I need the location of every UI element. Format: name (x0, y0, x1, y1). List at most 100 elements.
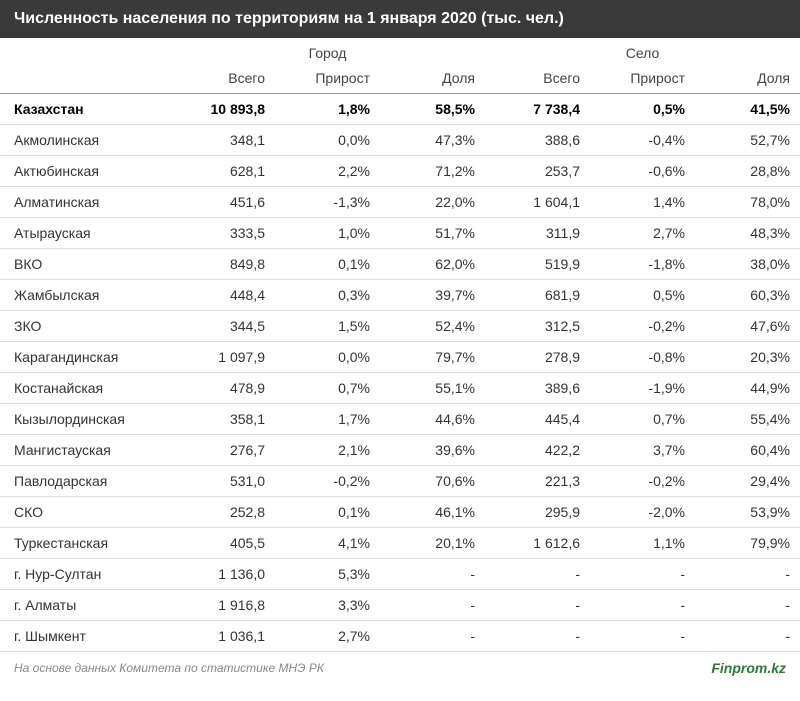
cell-city_growth: -0,2% (275, 466, 380, 497)
table-row: Жамбылская448,40,3%39,7%681,90,5%60,3% (0, 280, 800, 311)
cell-city_share: 46,1% (380, 497, 485, 528)
table-container: { "title": "Численность населения по тер… (0, 0, 800, 686)
cell-rural_total: 422,2 (485, 435, 590, 466)
cell-city_growth: 5,3% (275, 559, 380, 590)
cell-rural_share: 55,4% (695, 404, 800, 435)
cell-region: ВКО (0, 249, 170, 280)
cell-city_total: 358,1 (170, 404, 275, 435)
cell-rural_total: 253,7 (485, 156, 590, 187)
cell-rural_share: 78,0% (695, 187, 800, 218)
cell-city_total: 276,7 (170, 435, 275, 466)
cell-rural_growth: - (590, 621, 695, 652)
cell-rural_total: 1 612,6 (485, 528, 590, 559)
cell-rural_total: 311,9 (485, 218, 590, 249)
cell-city_share: 71,2% (380, 156, 485, 187)
cell-rural_share: 20,3% (695, 342, 800, 373)
cell-city_growth: 0,1% (275, 249, 380, 280)
cell-city_total: 344,5 (170, 311, 275, 342)
cell-city_total: 405,5 (170, 528, 275, 559)
cell-city_growth: 1,7% (275, 404, 380, 435)
cell-rural_share: 47,6% (695, 311, 800, 342)
cell-city_growth: 2,2% (275, 156, 380, 187)
cell-city_total: 451,6 (170, 187, 275, 218)
cell-region: Павлодарская (0, 466, 170, 497)
cell-rural_share: - (695, 621, 800, 652)
table-row: Кызылординская358,11,7%44,6%445,40,7%55,… (0, 404, 800, 435)
table-row: Мангистауская276,72,1%39,6%422,23,7%60,4… (0, 435, 800, 466)
cell-rural_total: 295,9 (485, 497, 590, 528)
cell-rural_share: 60,4% (695, 435, 800, 466)
cell-rural_growth: 0,5% (590, 280, 695, 311)
cell-rural_total: 519,9 (485, 249, 590, 280)
cell-region: Алматинская (0, 187, 170, 218)
cell-city_share: 70,6% (380, 466, 485, 497)
cell-city_share: 51,7% (380, 218, 485, 249)
footer-brand: Finprom.kz (711, 660, 786, 676)
cell-city_total: 448,4 (170, 280, 275, 311)
col-header-city-share: Доля (380, 63, 485, 94)
cell-city_total: 849,8 (170, 249, 275, 280)
cell-rural_growth: - (590, 559, 695, 590)
cell-rural_growth: -0,2% (590, 466, 695, 497)
cell-city_share: 22,0% (380, 187, 485, 218)
cell-rural_share: 38,0% (695, 249, 800, 280)
cell-region: Акмолинская (0, 125, 170, 156)
cell-rural_share: - (695, 590, 800, 621)
col-header-rural-growth: Прирост (590, 63, 695, 94)
cell-city_share: - (380, 621, 485, 652)
cell-city_growth: 4,1% (275, 528, 380, 559)
table-row: Карагандинская1 097,90,0%79,7%278,9-0,8%… (0, 342, 800, 373)
table-row: Костанайская478,90,7%55,1%389,6-1,9%44,9… (0, 373, 800, 404)
cell-city_share: 39,7% (380, 280, 485, 311)
cell-city_share: - (380, 559, 485, 590)
cell-rural_share: 44,9% (695, 373, 800, 404)
cell-rural_growth: -0,6% (590, 156, 695, 187)
table-row: г. Шымкент1 036,12,7%---- (0, 621, 800, 652)
cell-city_share: 44,6% (380, 404, 485, 435)
table-body: Казахстан10 893,81,8%58,5%7 738,40,5%41,… (0, 94, 800, 652)
cell-region: Жамбылская (0, 280, 170, 311)
cell-city_share: 39,6% (380, 435, 485, 466)
cell-city_growth: 0,0% (275, 342, 380, 373)
cell-city_growth: 1,0% (275, 218, 380, 249)
cell-city_total: 252,8 (170, 497, 275, 528)
col-header-rural-share: Доля (695, 63, 800, 94)
group-header-rural: Село (485, 38, 800, 63)
cell-region: СКО (0, 497, 170, 528)
footer-source: На основе данных Комитета по статистике … (14, 661, 324, 675)
cell-city_share: 58,5% (380, 94, 485, 125)
cell-city_growth: 3,3% (275, 590, 380, 621)
cell-rural_growth: -2,0% (590, 497, 695, 528)
cell-rural_total: 389,6 (485, 373, 590, 404)
cell-city_total: 478,9 (170, 373, 275, 404)
cell-region: Костанайская (0, 373, 170, 404)
table-row: ЗКО344,51,5%52,4%312,5-0,2%47,6% (0, 311, 800, 342)
cell-region: Атырауская (0, 218, 170, 249)
cell-city_total: 348,1 (170, 125, 275, 156)
table-row: г. Алматы1 916,83,3%---- (0, 590, 800, 621)
cell-region: Туркестанская (0, 528, 170, 559)
cell-rural_growth: -1,8% (590, 249, 695, 280)
cell-city_growth: 2,1% (275, 435, 380, 466)
cell-rural_growth: 0,5% (590, 94, 695, 125)
cell-city_growth: 2,7% (275, 621, 380, 652)
cell-rural_total: 388,6 (485, 125, 590, 156)
table-row: г. Нур-Султан1 136,05,3%---- (0, 559, 800, 590)
column-header-row: Всего Прирост Доля Всего Прирост Доля (0, 63, 800, 94)
cell-rural_growth: 1,4% (590, 187, 695, 218)
cell-region: г. Шымкент (0, 621, 170, 652)
cell-rural_total: 1 604,1 (485, 187, 590, 218)
table-total-row: Казахстан10 893,81,8%58,5%7 738,40,5%41,… (0, 94, 800, 125)
col-header-empty (0, 38, 170, 63)
table-footer: На основе данных Комитета по статистике … (0, 652, 800, 686)
col-header-rural-total: Всего (485, 63, 590, 94)
cell-region: г. Алматы (0, 590, 170, 621)
cell-rural_total: - (485, 590, 590, 621)
cell-city_total: 531,0 (170, 466, 275, 497)
cell-city_growth: 0,7% (275, 373, 380, 404)
cell-city_total: 1 136,0 (170, 559, 275, 590)
cell-region: Карагандинская (0, 342, 170, 373)
cell-rural_total: 7 738,4 (485, 94, 590, 125)
cell-city_total: 1 097,9 (170, 342, 275, 373)
cell-city_total: 10 893,8 (170, 94, 275, 125)
